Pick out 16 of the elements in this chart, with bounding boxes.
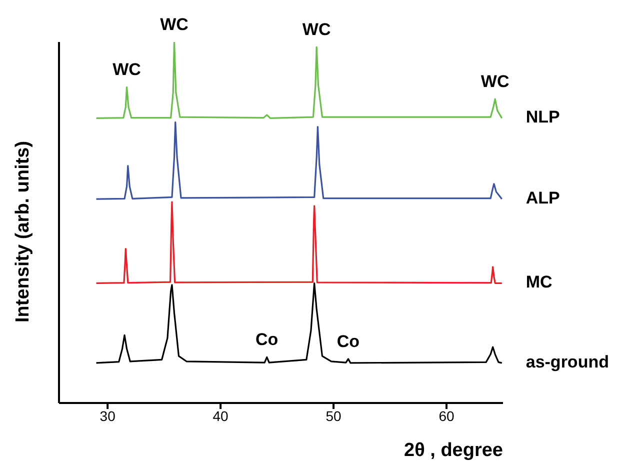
- x-tick-label: 40: [212, 408, 229, 424]
- x-tick-label: 60: [438, 408, 455, 424]
- series-label: as-ground: [526, 352, 609, 372]
- annotation: WC: [302, 20, 331, 40]
- y-axis-title: Intensity (arb. units): [12, 140, 34, 322]
- series-label: NLP: [526, 108, 560, 127]
- annotation: Co: [256, 330, 278, 350]
- x-tick-label: 30: [100, 408, 116, 424]
- series-label: ALP: [526, 188, 560, 208]
- x-tick-label: 50: [326, 408, 342, 424]
- annotation: WC: [480, 72, 510, 92]
- annotation: Co: [336, 332, 360, 351]
- annotation: WC: [112, 60, 141, 80]
- x-axis-title: 2θ , degree: [404, 440, 503, 461]
- series-label: MC: [526, 272, 552, 292]
- annotation: WC: [160, 15, 188, 34]
